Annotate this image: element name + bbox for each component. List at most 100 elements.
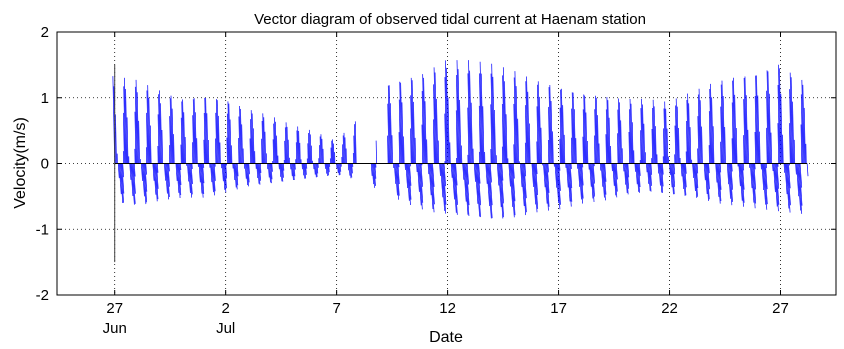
current-vector <box>168 163 170 172</box>
current-vector <box>692 163 694 178</box>
current-vector <box>328 163 330 173</box>
current-vector <box>440 163 444 198</box>
current-vector <box>148 97 151 164</box>
current-vector <box>155 163 159 200</box>
current-vector <box>720 106 723 164</box>
current-vector <box>560 89 563 164</box>
current-vector <box>433 67 437 164</box>
current-vector <box>455 110 458 164</box>
current-vector <box>770 132 772 164</box>
current-vector <box>268 163 271 183</box>
current-vector <box>790 77 794 164</box>
current-vector <box>442 163 447 205</box>
current-vector <box>606 97 609 164</box>
current-vector <box>722 95 725 164</box>
current-vector <box>597 115 599 164</box>
current-vector <box>695 163 699 189</box>
current-vector <box>339 163 342 172</box>
current-vector <box>747 129 749 164</box>
current-vector <box>314 163 317 178</box>
current-vector <box>271 163 273 172</box>
current-vector <box>594 109 597 164</box>
current-vector <box>259 163 261 181</box>
current-vector <box>423 77 426 164</box>
current-vector <box>698 88 701 164</box>
current-vector <box>419 163 424 203</box>
current-vector <box>571 137 573 164</box>
current-vector <box>607 100 610 164</box>
current-vector <box>179 163 182 186</box>
current-vector <box>398 99 401 164</box>
current-vector <box>670 163 673 188</box>
current-vector <box>537 84 540 164</box>
current-vector <box>429 163 434 210</box>
current-vector <box>184 136 187 164</box>
current-vector <box>658 163 661 186</box>
current-vector <box>226 113 229 164</box>
current-vector <box>582 109 585 164</box>
current-vector <box>485 163 488 184</box>
current-vector <box>350 163 353 178</box>
current-vector <box>238 116 241 164</box>
current-vector <box>421 124 424 164</box>
current-vector <box>515 86 519 164</box>
current-vector <box>630 103 633 164</box>
y-axis-title: Velocity(m/s) <box>12 117 29 209</box>
current-vector <box>175 163 178 181</box>
current-vector <box>789 72 793 164</box>
current-vector <box>164 163 166 181</box>
current-vector <box>215 112 218 164</box>
current-vector <box>267 163 270 178</box>
current-vector <box>394 163 398 196</box>
current-vector <box>249 138 251 164</box>
current-vector <box>556 163 561 210</box>
current-vector <box>800 94 804 164</box>
current-vector <box>777 123 780 164</box>
current-vector <box>246 163 249 187</box>
current-vector <box>250 119 252 164</box>
current-vector <box>218 115 220 164</box>
current-vector <box>584 95 587 164</box>
current-vector <box>240 108 243 164</box>
current-vector <box>731 138 733 164</box>
current-vector <box>326 163 329 176</box>
current-vector <box>497 163 502 208</box>
current-vector <box>123 112 125 164</box>
current-vector <box>716 163 720 197</box>
current-vector <box>160 103 163 164</box>
current-vector <box>135 79 139 164</box>
current-vector <box>395 163 399 200</box>
current-vector <box>549 85 552 164</box>
current-vector <box>514 71 518 164</box>
current-vector <box>373 163 376 186</box>
current-vector <box>708 111 711 164</box>
current-vector <box>798 163 803 206</box>
current-vector <box>773 163 778 207</box>
current-vector <box>641 98 644 164</box>
current-vector <box>131 163 135 205</box>
current-vector <box>478 105 481 164</box>
current-vector <box>248 163 250 175</box>
current-vector <box>325 163 328 174</box>
current-vector <box>391 135 393 164</box>
current-vector <box>559 107 562 164</box>
current-vector <box>605 134 607 164</box>
current-vector <box>571 108 574 164</box>
current-vector <box>545 163 550 207</box>
current-vector <box>303 163 306 179</box>
current-vector <box>353 135 355 164</box>
current-vector <box>797 163 801 211</box>
current-vector <box>508 163 511 187</box>
x-tick-label: 27 <box>106 300 123 317</box>
current-vector <box>157 114 160 164</box>
current-vector <box>792 101 795 164</box>
current-vector <box>513 103 516 164</box>
current-vector <box>372 163 376 188</box>
current-vector <box>745 95 749 164</box>
current-vector <box>631 122 634 164</box>
current-vector <box>215 99 219 164</box>
current-vector <box>399 81 402 164</box>
current-vector <box>557 163 561 205</box>
current-vector <box>523 163 527 199</box>
current-vector <box>463 163 467 202</box>
